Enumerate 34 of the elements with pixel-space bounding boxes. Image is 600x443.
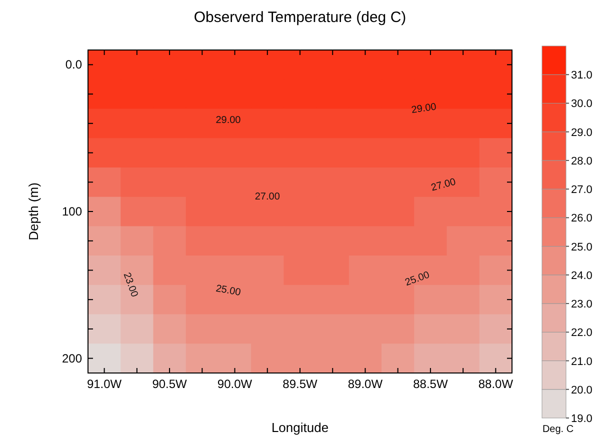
y-tick-label: 200 [62,351,82,366]
annotation: 29.00 [410,102,438,116]
x-tick-label: 90.5W [152,377,188,391]
y-tick-label: 0.0 [65,58,82,72]
color-bar-label: 20.0 [571,384,592,396]
annotation: 29.00 [216,115,242,126]
color-bar-label: 24.0 [571,270,592,282]
annotation: 27.00 [430,176,458,194]
chart-title: Observerd Temperature (deg C) [194,9,406,26]
annotation: 25.00 [404,270,432,289]
color-bar-label: 31.0 [571,70,592,82]
annotation: 25.00 [214,283,242,299]
color-bar-label: 25.0 [571,241,592,254]
color-bar-label: 21.0 [571,356,592,368]
annotation: 23.00 [120,271,140,300]
color-bar-title: Deg. C [542,424,574,435]
color-bar-label: 23.0 [571,298,592,311]
x-tick-label: 88.0W [478,377,514,391]
x-tick-label: 91.0W [86,377,122,391]
color-bar-label: 30.0 [571,98,592,110]
color-bar-label: 27.0 [571,184,592,196]
x-tick-label: 90.0W [217,377,253,391]
annotation: 27.00 [254,191,280,202]
x-axis-title: Longitude [271,420,329,435]
y-tick-label: 100 [62,204,82,218]
x-tick-label: 88.5W [413,377,448,391]
color-bar-label: 26.0 [571,212,592,225]
color-bar-label: 28.0 [571,155,592,168]
x-tick-label: 89.0W [348,377,384,391]
y-axis-title: Depth (m) [26,182,41,240]
color-bar-label: 22.0 [571,327,592,340]
color-bar-label: 19.0 [571,413,592,425]
x-tick-label: 89.5W [282,377,318,391]
color-bar-label: 29.0 [571,126,592,139]
